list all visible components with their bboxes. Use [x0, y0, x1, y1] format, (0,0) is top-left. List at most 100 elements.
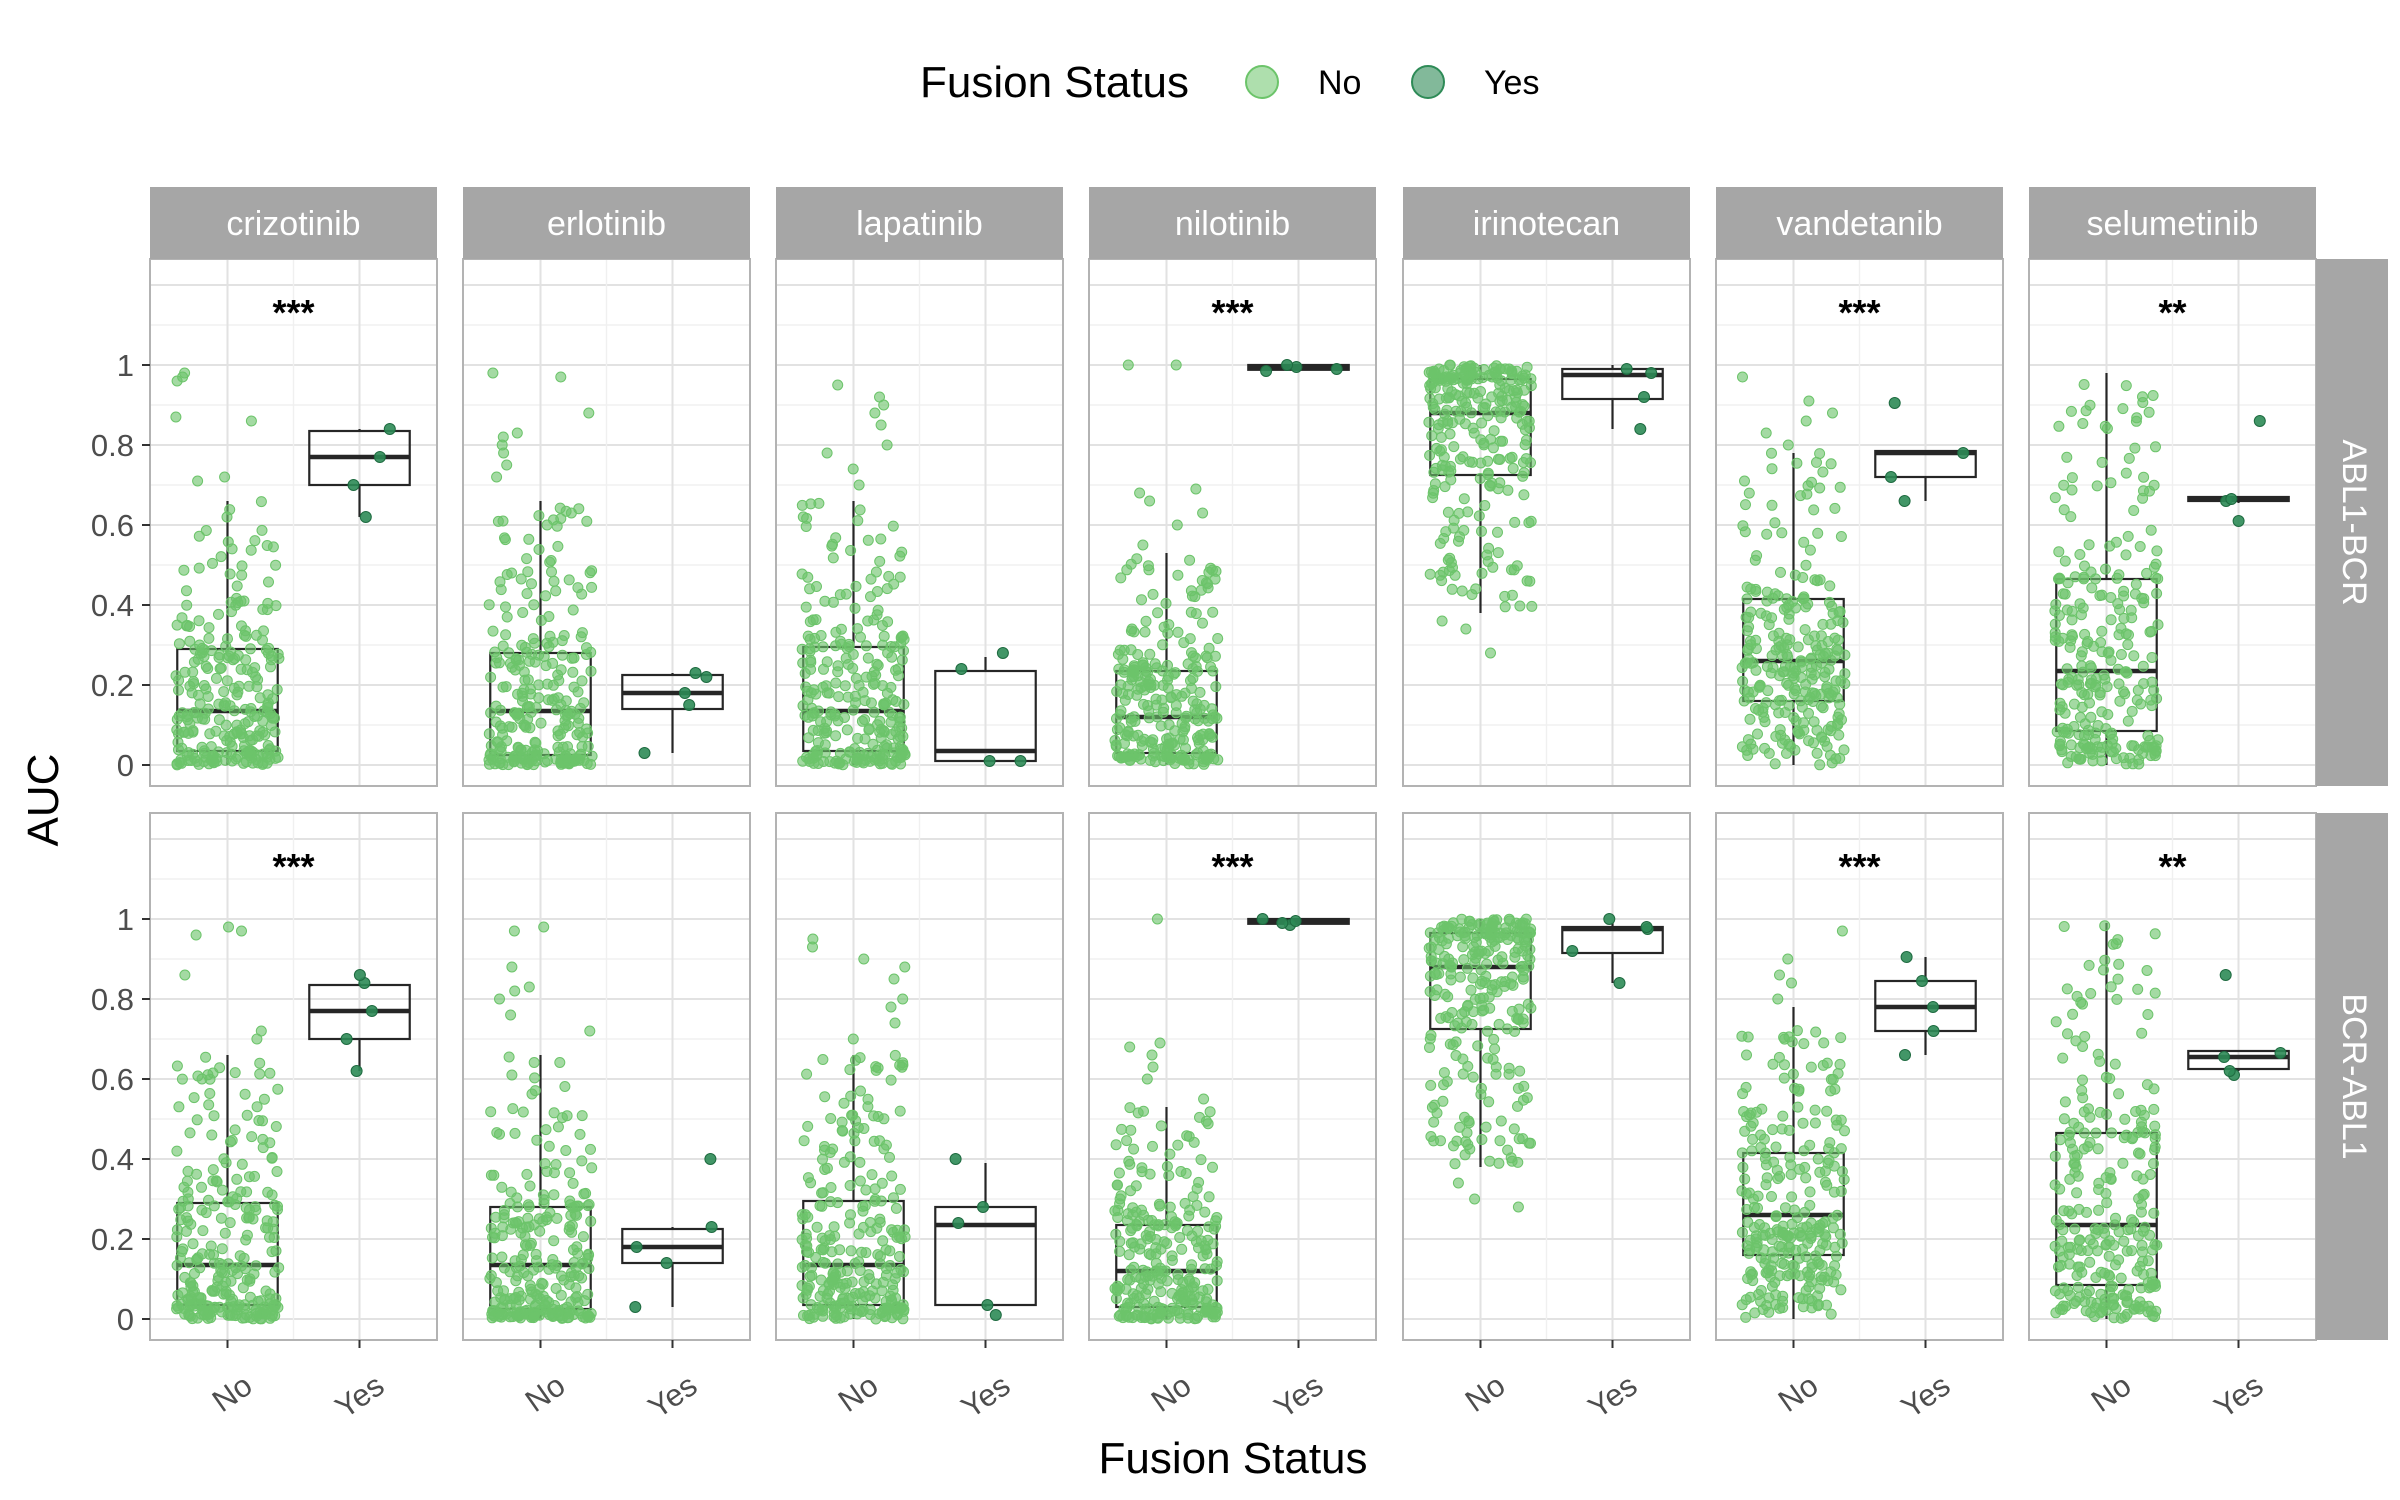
point-no	[1138, 733, 1150, 745]
point-no	[1171, 689, 1182, 701]
point-no	[896, 546, 908, 558]
y-axis-ticks-abl1-bcr: 0 0.2 0.4 0.6 0.8 1	[91, 348, 150, 783]
point-no	[255, 496, 267, 508]
point-no	[1469, 1193, 1481, 1205]
point-no	[517, 1249, 529, 1261]
point-no	[510, 1275, 522, 1287]
point-no	[2057, 588, 2069, 600]
point-no	[528, 1057, 540, 1068]
point-no	[1766, 499, 1778, 511]
point-no	[2100, 563, 2111, 575]
point-no	[2073, 729, 2085, 741]
point-no	[1824, 580, 1836, 592]
point-no	[2137, 1246, 2148, 1258]
point-no	[2091, 480, 2103, 492]
point-no	[1424, 449, 1436, 461]
point-no	[1803, 395, 1815, 407]
point-no	[2120, 1129, 2132, 1141]
panel-crizotinib-bcr-abl1: ***	[149, 812, 438, 1341]
point-no	[516, 687, 528, 699]
point-no	[1820, 1231, 1832, 1243]
point-no	[2123, 452, 2135, 464]
point-no	[1490, 1068, 1502, 1080]
point-no	[2061, 723, 2073, 735]
point-no	[1189, 1277, 1201, 1289]
point-no	[2149, 750, 2161, 762]
point-no	[226, 1265, 238, 1276]
point-no	[2106, 738, 2118, 749]
point-no	[226, 1135, 238, 1146]
point-no	[1777, 1220, 1789, 1232]
point-no	[262, 648, 274, 659]
point-no	[2067, 1008, 2079, 1020]
point-no	[257, 715, 269, 727]
point-no	[576, 588, 588, 600]
point-no	[853, 479, 865, 491]
point-no	[2049, 1285, 2061, 1297]
point-no	[2138, 485, 2149, 497]
point-no	[560, 1145, 572, 1156]
point-no	[2149, 987, 2161, 999]
point-no	[224, 568, 236, 580]
point-no	[1473, 510, 1485, 522]
strip-vandetanib: vandetanib	[1716, 187, 2003, 259]
point-no	[866, 1169, 878, 1181]
point-no	[884, 1290, 896, 1302]
point-no	[1800, 559, 1812, 571]
point-no	[1483, 1096, 1495, 1108]
point-no	[2101, 423, 2113, 434]
point-no	[796, 499, 808, 511]
point-no	[2118, 1235, 2130, 1247]
point-no	[1151, 662, 1163, 674]
point-no	[1479, 500, 1491, 511]
point-no	[2065, 405, 2077, 417]
point-no	[508, 925, 520, 937]
point-no	[207, 1175, 219, 1187]
point-no	[485, 671, 497, 683]
point-no	[270, 1121, 282, 1132]
point-no	[211, 755, 223, 767]
point-no	[1739, 1173, 1751, 1185]
point-no	[270, 600, 282, 612]
point-no	[1166, 1222, 1178, 1234]
point-no	[1785, 1232, 1797, 1244]
point-no	[1423, 416, 1435, 428]
point-no	[526, 1088, 538, 1100]
point-no	[1186, 1294, 1198, 1306]
point-no	[1736, 1030, 1748, 1042]
point-no	[270, 559, 282, 571]
point-no	[1144, 648, 1156, 660]
point-no	[229, 1124, 241, 1136]
point-no	[1812, 527, 1824, 539]
point-no	[2084, 697, 2095, 709]
point-no	[1469, 957, 1481, 969]
point-no	[543, 1140, 555, 1152]
point-no	[1491, 986, 1503, 998]
point-no	[2120, 628, 2132, 640]
point-no	[1176, 1243, 1188, 1255]
point-no	[2136, 1027, 2148, 1039]
point-no	[849, 1258, 861, 1269]
point-no	[555, 371, 567, 383]
point-no	[2132, 684, 2144, 696]
point-no	[2105, 477, 2117, 489]
point-no	[196, 1308, 208, 1320]
point-no	[1486, 391, 1498, 403]
point-no	[1778, 1072, 1790, 1084]
point-no	[524, 1280, 536, 1291]
point-no	[1741, 625, 1753, 637]
point-no	[267, 1216, 279, 1228]
panel-crizotinib-abl1-bcr: ***	[149, 258, 438, 787]
point-no	[1114, 1235, 1126, 1247]
point-no	[2148, 1207, 2160, 1219]
point-no	[1212, 633, 1224, 644]
point-no	[854, 746, 866, 758]
point-no	[2076, 660, 2088, 672]
point-no	[1800, 415, 1812, 427]
point-no	[1783, 613, 1795, 625]
point-no	[1455, 405, 1467, 417]
point-no	[1766, 612, 1778, 624]
point-no	[1783, 699, 1795, 711]
point-no	[548, 575, 560, 587]
point-no	[1507, 462, 1519, 474]
